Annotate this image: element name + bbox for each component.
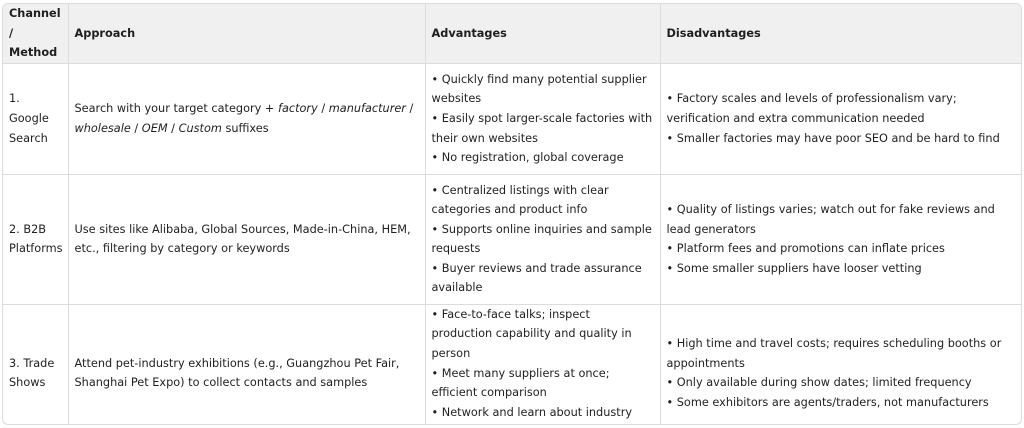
- approach-italic: manufacturer: [328, 102, 406, 116]
- disadvantage-item: • Smaller factories may have poor SEO an…: [666, 131, 1000, 145]
- comparison-table-container: Channel / Method Approach Advantages Dis…: [2, 3, 1022, 425]
- disadvantage-item: • Quality of listings varies; watch out …: [666, 203, 995, 236]
- header-channel: Channel / Method: [3, 4, 69, 64]
- header-approach: Approach: [68, 4, 426, 64]
- cell-approach: Use sites like Alibaba, Global Sources, …: [68, 174, 426, 305]
- advantage-item: • No registration, global coverage: [431, 151, 624, 165]
- cell-approach: Search with your target category + facto…: [68, 63, 426, 175]
- advantage-item: • Centralized listings with clear catego…: [431, 183, 609, 217]
- advantage-item: • Supports online inquiries and sample r…: [431, 222, 652, 256]
- cell-disadvantages: • Quality of listings varies; watch out …: [660, 174, 1021, 305]
- disadvantage-item: • Only available during show dates; limi…: [666, 376, 972, 390]
- sourcing-channels-table: Channel / Method Approach Advantages Dis…: [3, 4, 1021, 424]
- cell-channel: 1. Google Search: [3, 63, 69, 175]
- table-row: 3. Trade Shows Attend pet-industry exhib…: [3, 304, 1021, 424]
- advantage-item: • Meet many suppliers at once; efficient…: [431, 366, 610, 400]
- cell-disadvantages: • Factory scales and levels of professio…: [660, 63, 1021, 175]
- disadvantage-item: • Platform fees and promotions can infla…: [666, 242, 945, 256]
- table-row: 1. Google Search Search with your target…: [3, 63, 1021, 175]
- cell-advantages: • Face-to-face talks; inspect production…: [425, 304, 661, 424]
- header-advantages: Advantages: [425, 4, 661, 64]
- disadvantage-item: • Factory scales and levels of professio…: [666, 92, 957, 125]
- approach-italic: OEM: [141, 121, 168, 135]
- approach-italic: wholesale: [74, 121, 131, 135]
- advantage-item: • Face-to-face talks; inspect production…: [431, 307, 632, 360]
- advantage-item: • Buyer reviews and trade assurance avai…: [431, 261, 642, 295]
- header-disadvantages: Disadvantages: [660, 4, 1021, 64]
- approach-text: /: [130, 121, 142, 135]
- cell-disadvantages: • High time and travel costs; requires s…: [660, 304, 1021, 424]
- approach-text: /: [405, 102, 414, 116]
- approach-italic: factory: [277, 102, 318, 116]
- advantage-item: • Network and learn about industry trend…: [431, 405, 633, 419]
- advantage-item: • Easily spot larger-scale factories wit…: [431, 111, 653, 145]
- approach-italic: Custom: [178, 121, 222, 135]
- cell-advantages: • Centralized listings with clear catego…: [425, 174, 661, 305]
- disadvantage-item: • Some smaller suppliers have looser vet…: [666, 261, 922, 275]
- approach-text: /: [317, 102, 329, 116]
- advantage-item: • Quickly find many potential supplier w…: [431, 72, 647, 106]
- cell-channel: 3. Trade Shows: [3, 304, 69, 424]
- cell-channel: 2. B2B Platforms: [3, 174, 69, 305]
- table-row: 2. B2B Platforms Use sites like Alibaba,…: [3, 174, 1021, 305]
- disadvantage-item: • High time and travel costs; requires s…: [666, 337, 1002, 370]
- approach-text: Search with your target category +: [74, 102, 278, 116]
- approach-text: suffixes: [221, 121, 269, 135]
- cell-advantages: • Quickly find many potential supplier w…: [425, 63, 661, 175]
- cell-approach: Attend pet-industry exhibitions (e.g., G…: [68, 304, 426, 424]
- disadvantage-item: • Some exhibitors are agents/traders, no…: [666, 395, 989, 409]
- approach-text: /: [167, 121, 179, 135]
- table-header-row: Channel / Method Approach Advantages Dis…: [3, 4, 1021, 64]
